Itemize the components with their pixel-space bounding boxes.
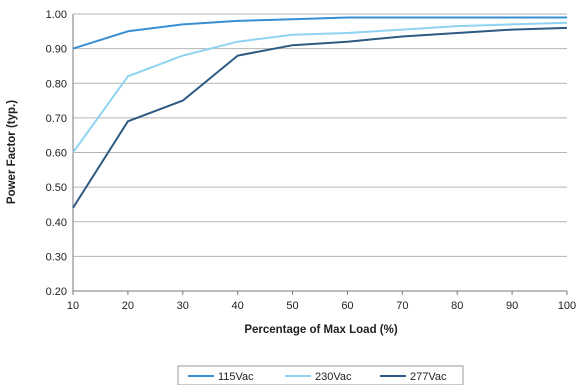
x-tick-label: 60 [341, 300, 353, 312]
x-tick-label: 20 [122, 300, 134, 312]
legend: 115Vac 230Vac 277Vac [177, 365, 464, 385]
series-line-277vac [72, 26, 568, 209]
x-axis-ticks: 10 20 30 40 50 60 70 80 90 100 [67, 291, 576, 312]
y-tick-label: 0.90 [46, 44, 67, 56]
y-tick-label: 0.30 [46, 251, 67, 263]
x-tick-label: 40 [232, 300, 244, 312]
series-line-115vac [72, 16, 567, 50]
x-tick-label: 10 [67, 300, 79, 312]
x-tick-label: 90 [506, 300, 518, 312]
x-axis-title: Percentage of Max Load (%) [244, 324, 398, 336]
x-tick-label: 50 [286, 300, 298, 312]
y-tick-label: 0.60 [46, 148, 67, 160]
gridlines [73, 13, 567, 292]
legend-label: 277Vac [410, 371, 447, 383]
y-axis-title: Power Factor (typ.) [6, 100, 18, 204]
legend-label: 115Vac [218, 371, 254, 383]
y-tick-label: 0.70 [46, 113, 67, 125]
y-tick-label: 0.20 [46, 286, 67, 298]
y-tick-label: 1.00 [46, 9, 67, 21]
x-tick-label: 100 [558, 300, 576, 312]
series-lines [72, 16, 568, 209]
y-tick-label: 0.50 [46, 182, 67, 194]
x-tick-label: 30 [177, 300, 189, 312]
x-tick-label: 70 [396, 300, 408, 312]
y-tick-label: 0.80 [46, 78, 67, 90]
x-tick-label: 80 [451, 300, 463, 312]
y-axis-ticks: 0.20 0.30 0.40 0.50 0.60 0.70 0.80 0.90 1.00 [46, 9, 67, 298]
series-line-230vac [72, 21, 568, 154]
y-tick-label: 0.40 [46, 217, 67, 229]
legend-box [177, 365, 464, 385]
legend-label: 230Vac [315, 371, 352, 383]
